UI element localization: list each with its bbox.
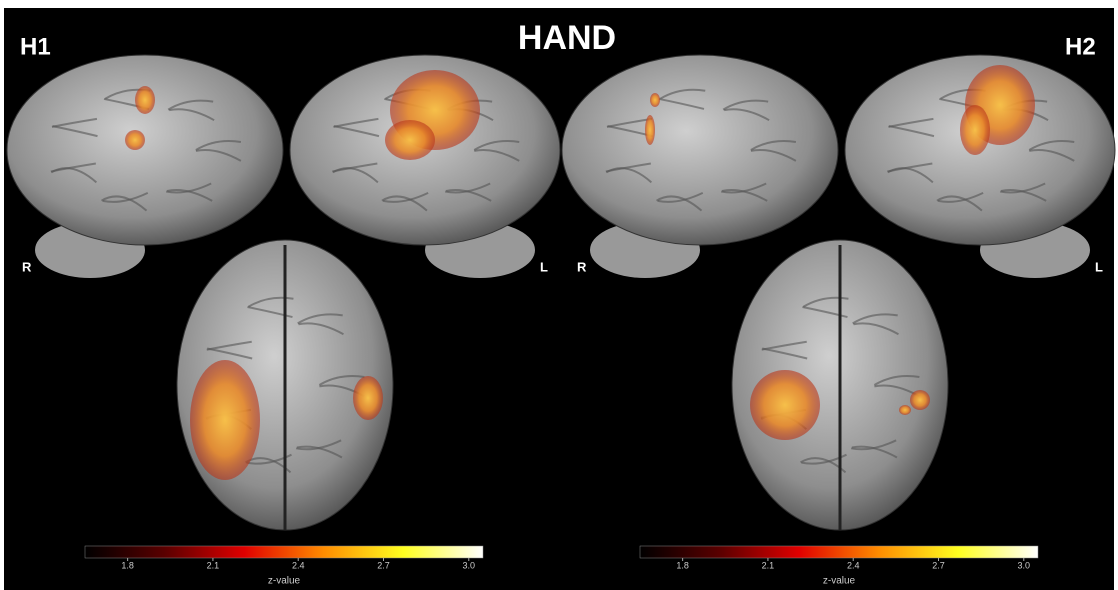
- colorbar-tick-label: 2.7: [932, 560, 945, 570]
- sulcus: [382, 191, 429, 203]
- colorbar-label: z-value: [823, 576, 856, 587]
- sulcus: [722, 99, 769, 111]
- panel-label: H1: [20, 33, 51, 60]
- sulcus: [720, 182, 767, 194]
- activation: [899, 405, 911, 415]
- side-label: L: [540, 259, 548, 274]
- colorbar-tick-label: 3.0: [463, 560, 476, 570]
- sulcus: [444, 182, 491, 194]
- activation: [190, 360, 260, 480]
- sulcus: [333, 125, 380, 138]
- sulcus: [168, 108, 215, 122]
- sulcus: [52, 125, 98, 138]
- sulcus: [656, 195, 703, 212]
- colorbar-tick-label: 2.4: [847, 560, 860, 570]
- sulcus: [206, 347, 253, 360]
- activation: [750, 370, 820, 440]
- activation: [353, 376, 383, 420]
- sulcus: [605, 162, 652, 173]
- sulcus: [195, 140, 242, 151]
- sulcus: [247, 306, 293, 319]
- sulcus: [50, 162, 97, 173]
- sulcus: [1029, 149, 1075, 162]
- activation: [910, 390, 930, 410]
- sulcus: [297, 313, 343, 325]
- activation: [385, 120, 435, 160]
- activation: [650, 93, 660, 107]
- sulcus: [165, 182, 212, 194]
- activation: [125, 130, 145, 150]
- colorbar-tick-label: 2.1: [207, 560, 220, 570]
- panel: H2 R L 1.8 2.1 2.4 2.7 3.0 z-value: [561, 33, 1116, 587]
- sulcus: [937, 191, 984, 203]
- sulcus: [318, 375, 365, 386]
- sulcus: [801, 453, 847, 465]
- sulcus: [102, 191, 149, 203]
- sulcus: [750, 149, 797, 162]
- sulcus: [247, 296, 294, 308]
- sulcus: [873, 375, 920, 386]
- colorbar-tick-label: 3.0: [1018, 560, 1031, 570]
- sulcus: [298, 322, 344, 336]
- side-label: L: [1095, 259, 1103, 274]
- brain: [561, 54, 839, 246]
- sulcus: [802, 296, 849, 308]
- figure-title: HAND: [518, 19, 616, 57]
- sulcus: [802, 306, 848, 319]
- activation: [960, 105, 990, 155]
- colorbar-tick-label: 2.7: [377, 560, 390, 570]
- sulcus: [659, 88, 706, 100]
- colorbar-tick-label: 2.4: [292, 560, 305, 570]
- sulcus: [381, 195, 428, 212]
- sulcus: [999, 182, 1046, 194]
- sulcus: [761, 347, 808, 360]
- sulcus: [853, 322, 899, 336]
- sulcus: [1028, 140, 1075, 151]
- colorbar-tick-label: 1.8: [121, 560, 134, 570]
- colorbar: [84, 545, 484, 559]
- sulcus: [295, 439, 342, 451]
- panel: H1 R L 1.8 2.1 2.4 2.7 3.0 z-value: [6, 33, 561, 587]
- colorbar: [639, 545, 1039, 559]
- sulcus: [888, 125, 935, 138]
- panel-label: H2: [1065, 33, 1096, 60]
- side-label: R: [22, 259, 32, 274]
- sulcus: [474, 149, 520, 162]
- sulcus: [167, 99, 214, 111]
- sulcus: [750, 140, 797, 151]
- sulcus: [657, 191, 704, 203]
- colorbar-tick-label: 1.8: [676, 560, 689, 570]
- sulcus: [332, 162, 378, 173]
- sulcus: [852, 313, 898, 325]
- sulcus: [658, 97, 705, 110]
- side-label: R: [577, 259, 587, 274]
- sulcus: [887, 162, 933, 173]
- sulcus: [246, 453, 292, 465]
- sulcus: [195, 149, 242, 162]
- sulcus: [850, 439, 897, 451]
- sulcus: [936, 195, 983, 212]
- sulcus: [723, 108, 770, 122]
- colorbar-label: z-value: [268, 576, 301, 587]
- brain: [6, 54, 284, 246]
- activation: [645, 115, 655, 145]
- colorbar-tick-label: 2.1: [762, 560, 775, 570]
- sulcus: [473, 140, 520, 151]
- activation: [135, 86, 155, 114]
- sulcus: [101, 195, 148, 212]
